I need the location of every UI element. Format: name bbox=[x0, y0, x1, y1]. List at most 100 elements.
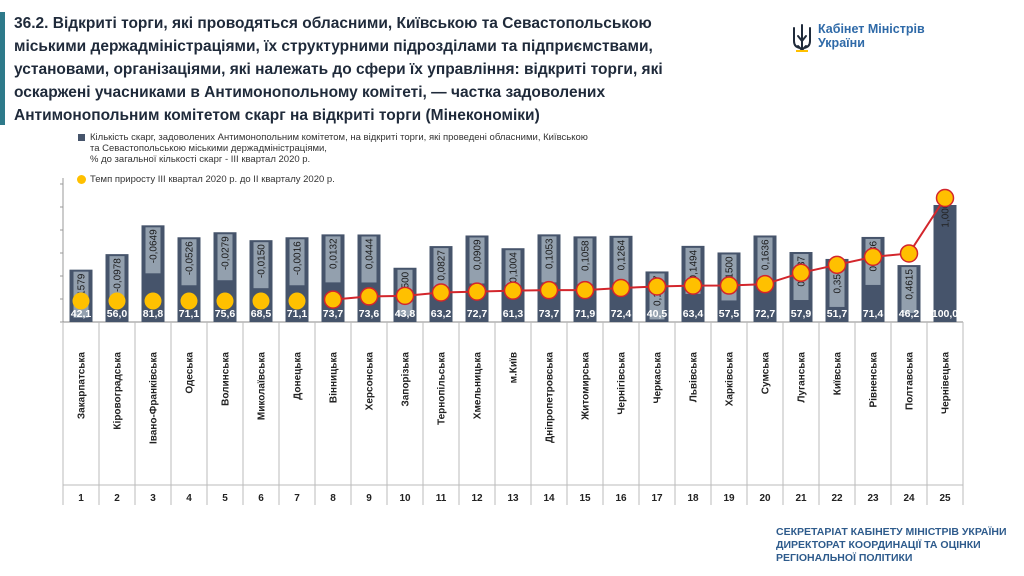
bar-value-label: 61,3 bbox=[503, 308, 524, 320]
legend-text: Кількість скарг, задоволених Антимонопол… bbox=[90, 132, 588, 143]
category-label: Миколаївська bbox=[257, 352, 268, 421]
title-line: установами, організаціями, які належать … bbox=[14, 61, 663, 78]
growth-data-label: 0,0132 bbox=[329, 238, 340, 269]
category-label: Луганська bbox=[797, 352, 808, 403]
category-label: Херсонська bbox=[365, 352, 376, 411]
growth-data-label: 0,4615 bbox=[905, 269, 916, 300]
rank-label: 15 bbox=[579, 493, 591, 504]
growth-point bbox=[611, 278, 631, 298]
category-label: Вінницька bbox=[329, 352, 340, 404]
rank-label: 8 bbox=[330, 493, 336, 504]
growth-point bbox=[323, 290, 343, 309]
category-label: Рівненська bbox=[869, 352, 880, 408]
legend-item-growth: Темп приросту ІІІ квартал 2020 р. до ІІ … bbox=[77, 174, 678, 185]
rank-label: 14 bbox=[543, 493, 555, 504]
category-label: Полтавська bbox=[905, 352, 916, 410]
growth-point bbox=[216, 292, 234, 310]
category-label: Київська bbox=[833, 352, 844, 396]
chart-legend: Кількість скарг, задоволених Антимонопол… bbox=[77, 132, 678, 185]
growth-data-label: 0,0827 bbox=[437, 250, 448, 281]
bar-value-label: 42,1 bbox=[71, 308, 92, 320]
growth-data-label: 0,1058 bbox=[581, 240, 592, 271]
growth-label-background bbox=[325, 236, 341, 283]
growth-data-label: 0,1494 bbox=[689, 249, 700, 280]
bar-value-label: 81,8 bbox=[143, 308, 164, 320]
growth-data-label: 1,0000 bbox=[941, 197, 952, 228]
rank-label: 13 bbox=[507, 493, 519, 504]
growth-data-label: 0,0909 bbox=[473, 239, 484, 270]
growth-point bbox=[72, 292, 90, 310]
growth-data-label: 0,1500 bbox=[725, 256, 736, 287]
category-label: Донецька bbox=[293, 352, 304, 400]
growth-label-background bbox=[757, 237, 773, 284]
growth-point bbox=[719, 276, 739, 295]
growth-data-label: -0,0016 bbox=[293, 241, 304, 275]
growth-data-label: -0,0150 bbox=[257, 244, 268, 278]
logo-text: Кабінет Міністрів України bbox=[818, 22, 925, 50]
title-line: 36.2. Відкриті торги, які проводяться об… bbox=[14, 15, 652, 32]
legend-text: Темп приросту ІІІ квартал 2020 р. до ІІ … bbox=[90, 174, 335, 185]
growth-point bbox=[431, 283, 451, 302]
category-label: Чернівецька bbox=[941, 352, 952, 414]
growth-label-background bbox=[181, 239, 197, 286]
rank-label: 22 bbox=[831, 493, 843, 504]
category-label: Харківська bbox=[725, 352, 736, 407]
footer-line: СЕКРЕТАРІАТ КАБІНЕТУ МІНІСТРІВ УКРАЇНИ bbox=[776, 526, 1007, 538]
growth-point bbox=[288, 292, 306, 310]
category-label: Запорізька bbox=[401, 352, 412, 407]
bar-value-label: 57,5 bbox=[719, 308, 740, 320]
growth-label-background bbox=[145, 227, 161, 274]
footer-organization: СЕКРЕТАРІАТ КАБІНЕТУ МІНІСТРІВ УКРАЇНИ Д… bbox=[776, 526, 1007, 565]
growth-data-label: 0,1053 bbox=[545, 238, 556, 269]
growth-data-label: -0,0526 bbox=[185, 241, 196, 275]
growth-data-label: 0,1636 bbox=[761, 239, 772, 270]
growth-data-label: 0,1004 bbox=[509, 252, 520, 283]
rank-label: 2 bbox=[114, 493, 120, 504]
growth-point bbox=[935, 188, 955, 208]
bar-value-label: 46,2 bbox=[899, 308, 920, 320]
legend-dot-swatch bbox=[77, 175, 86, 184]
growth-point bbox=[827, 255, 847, 275]
growth-point bbox=[144, 292, 162, 310]
rank-label: 12 bbox=[471, 493, 483, 504]
growth-point bbox=[683, 276, 703, 295]
growth-series-line bbox=[332, 197, 946, 301]
legend-text: % до загальної кількості скарг - ІІІ ква… bbox=[90, 154, 311, 165]
growth-point bbox=[252, 292, 270, 310]
growth-data-label: 0,3513 bbox=[833, 263, 844, 294]
rank-label: 20 bbox=[759, 493, 771, 504]
title-line: міськими держадміністраціями, їх структу… bbox=[14, 38, 653, 55]
trident-icon bbox=[793, 24, 811, 52]
growth-point bbox=[180, 292, 198, 310]
rank-label: 9 bbox=[366, 493, 372, 504]
bar-value-label: 71,1 bbox=[287, 308, 308, 320]
bar-value-label: 73,6 bbox=[359, 308, 380, 320]
category-label: Одеська bbox=[185, 352, 196, 394]
growth-label-background bbox=[613, 237, 629, 284]
category-label: Житомирська bbox=[581, 352, 592, 421]
rank-label: 3 bbox=[150, 493, 156, 504]
growth-data-label: 0,1264 bbox=[617, 239, 628, 270]
rank-label: 4 bbox=[186, 493, 192, 504]
category-label: Хмельницька bbox=[473, 352, 484, 420]
legend-item-bars: Кількість скарг, задоволених Антимонопол… bbox=[78, 132, 678, 165]
rank-label: 18 bbox=[687, 493, 699, 504]
growth-point bbox=[791, 263, 811, 283]
growth-data-label: -0,0279 bbox=[221, 236, 232, 270]
bar-value-label: 73,7 bbox=[323, 308, 344, 320]
rank-label: 24 bbox=[903, 493, 915, 504]
growth-label-background bbox=[433, 248, 449, 295]
bar-value-label: 72,7 bbox=[755, 308, 776, 320]
growth-label-background bbox=[217, 234, 233, 281]
category-label: Сумська bbox=[761, 352, 772, 395]
bar-value-label: 72,7 bbox=[467, 308, 488, 320]
growth-point bbox=[108, 292, 126, 310]
rank-label: 7 bbox=[294, 493, 300, 504]
rank-label: 21 bbox=[795, 493, 807, 504]
growth-point bbox=[899, 244, 919, 263]
growth-label-background bbox=[469, 237, 485, 284]
rank-label: 16 bbox=[615, 493, 627, 504]
growth-data-label: -0,1579 bbox=[77, 273, 88, 307]
bar-value-label: 57,9 bbox=[791, 308, 812, 320]
rank-label: 6 bbox=[258, 493, 264, 504]
